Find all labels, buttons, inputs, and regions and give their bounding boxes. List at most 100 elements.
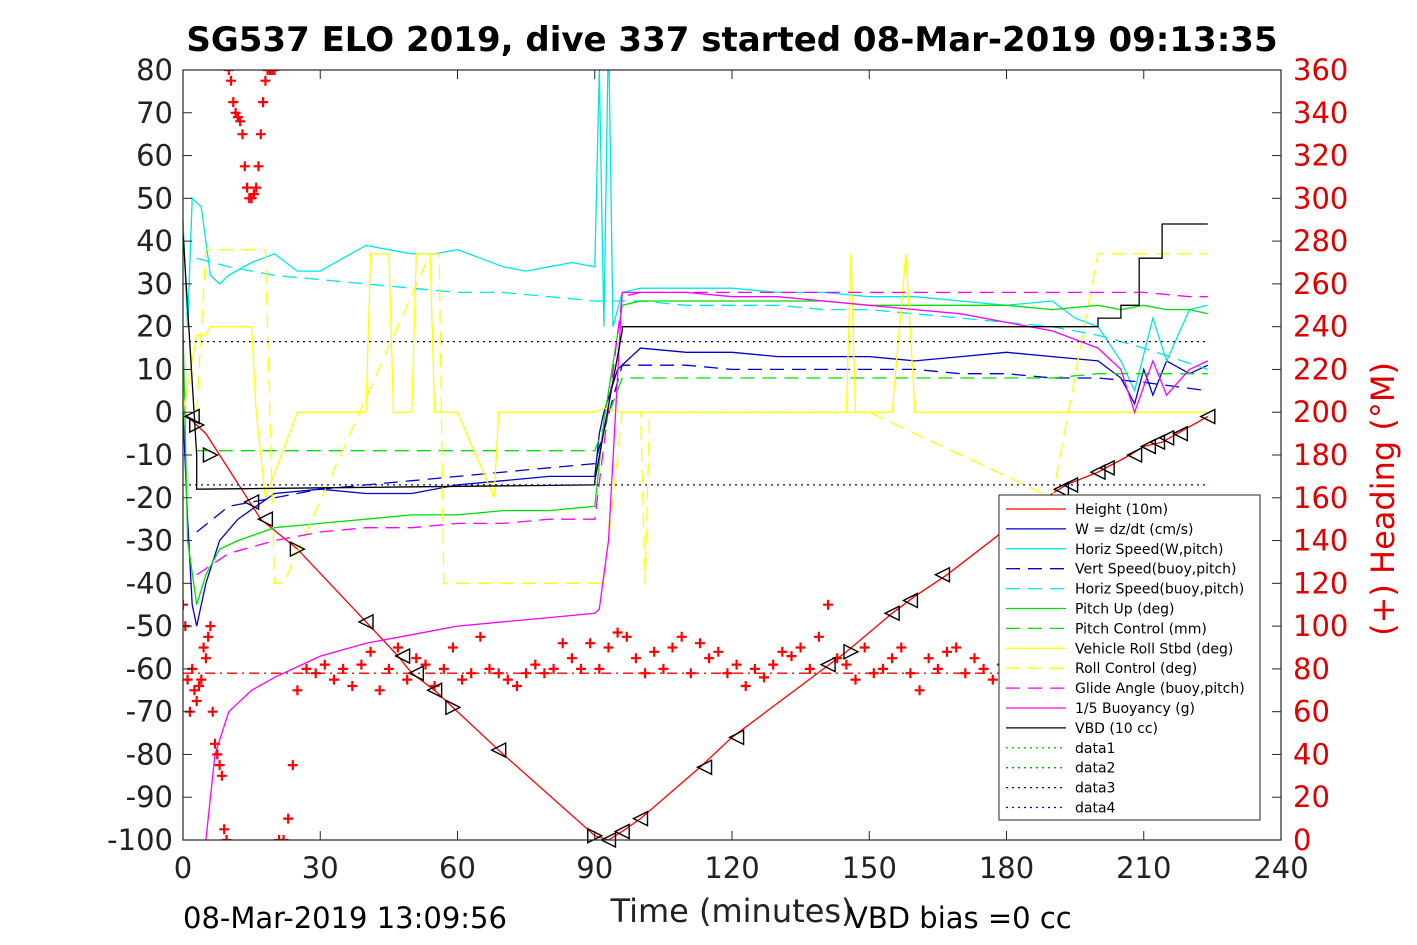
legend-entries: Height (10m) W = dz/dt (cm/s) Horiz Speed(… (1006, 502, 1245, 817)
legend-label: Vehicle Roll Stbd (deg) (1075, 641, 1233, 657)
heading-point (183, 599, 188, 610)
x-tick-label: 210 (1116, 851, 1171, 885)
series-line-3 (196, 364, 1208, 533)
series-line-11 (183, 223, 1208, 490)
legend-label: Pitch Up (deg) (1075, 602, 1174, 618)
dive-marker (819, 656, 836, 673)
heading-point (932, 663, 943, 674)
heading-point (530, 659, 541, 670)
heading-point (278, 835, 289, 840)
dive-marker (407, 665, 425, 682)
heading-point (777, 646, 788, 657)
heading-point (356, 659, 367, 670)
right-tick-label: 0 (1293, 823, 1311, 857)
heading-point (260, 75, 271, 86)
heading-point (493, 668, 504, 679)
right-tick-label: 240 (1293, 310, 1348, 344)
heading-point (813, 631, 824, 642)
right-tick-label: 40 (1293, 737, 1330, 771)
heading-point (457, 674, 468, 685)
heading-point (749, 663, 760, 674)
heading-point (262, 70, 273, 75)
right-tick-label: 20 (1293, 780, 1330, 814)
right-tick-label: 340 (1293, 96, 1348, 130)
left-tick-label: 10 (136, 352, 173, 386)
heading-point (594, 663, 605, 674)
left-tick-label: -30 (126, 524, 173, 558)
legend-label: 1/5 Buoyancy (g) (1075, 701, 1195, 717)
left-tick-label: 20 (136, 310, 173, 344)
heading-point (603, 642, 614, 653)
heading-point (475, 631, 486, 642)
x-tick-label: 180 (979, 851, 1034, 885)
heading-point (987, 674, 998, 685)
heading-point (239, 161, 250, 172)
series-line-5 (183, 300, 1208, 605)
left-tick-label: 40 (136, 224, 173, 258)
heading-point (292, 685, 303, 696)
dive-marker (933, 566, 951, 583)
heading-point (438, 663, 449, 674)
dive-marker (883, 605, 900, 622)
heading-point (585, 638, 596, 649)
right-tick-label: 180 (1293, 438, 1348, 472)
series-line-4 (196, 257, 1209, 371)
heading-point (557, 638, 568, 649)
dive-marker (695, 759, 713, 776)
dive-marker (243, 493, 260, 511)
heading-point (859, 642, 870, 653)
heading-point (795, 642, 806, 653)
heading-point (267, 70, 278, 75)
heading-point (502, 674, 513, 685)
right-tick-label: 360 (1293, 53, 1348, 87)
heading-point (301, 663, 312, 674)
heading-point (196, 674, 207, 685)
heading-point (223, 70, 234, 75)
heading-point (420, 659, 431, 670)
heading-point (740, 681, 751, 691)
legend-label: VBD (10 cc) (1075, 721, 1158, 737)
heading-point (402, 674, 413, 685)
footer-timestamp: 08-Mar-2019 13:09:56 (183, 901, 507, 935)
heading-point (214, 760, 225, 771)
heading-point (676, 631, 687, 642)
heading-point (258, 97, 269, 108)
heading-point (310, 668, 321, 679)
heading-point (374, 685, 385, 696)
heading-point (841, 659, 852, 670)
heading-point (228, 97, 239, 108)
dive-marker (490, 742, 507, 759)
heading-point (576, 663, 586, 674)
heading-point (630, 653, 641, 664)
heading-point (923, 653, 934, 664)
heading-point (521, 668, 532, 679)
dive-marker (289, 540, 306, 558)
heading-point (319, 659, 330, 670)
dive-marker (1139, 438, 1157, 455)
dive-marker (1052, 481, 1070, 498)
left-tick-label: -10 (126, 438, 173, 472)
legend-label: data1 (1075, 741, 1115, 757)
dive-marker (394, 647, 411, 665)
heading-point (612, 627, 623, 638)
heading-point (868, 668, 879, 679)
x-tick-label: 30 (302, 851, 339, 885)
dive-marker (1098, 459, 1115, 476)
x-tick-label: 120 (704, 851, 759, 885)
heading-point (411, 653, 422, 664)
heading-point (198, 642, 209, 653)
dive-marker (1126, 446, 1143, 464)
heading-point (713, 646, 724, 657)
heading-point (667, 642, 678, 653)
heading-point (269, 70, 280, 75)
heading-point (251, 182, 262, 193)
heading-point (804, 663, 815, 674)
heading-point (212, 749, 223, 760)
heading-point (978, 663, 989, 674)
left-tick-label: 70 (136, 96, 173, 130)
heading-point (695, 638, 705, 649)
heading-point (207, 706, 218, 717)
heading-point (768, 659, 779, 670)
heading-point (566, 653, 577, 664)
